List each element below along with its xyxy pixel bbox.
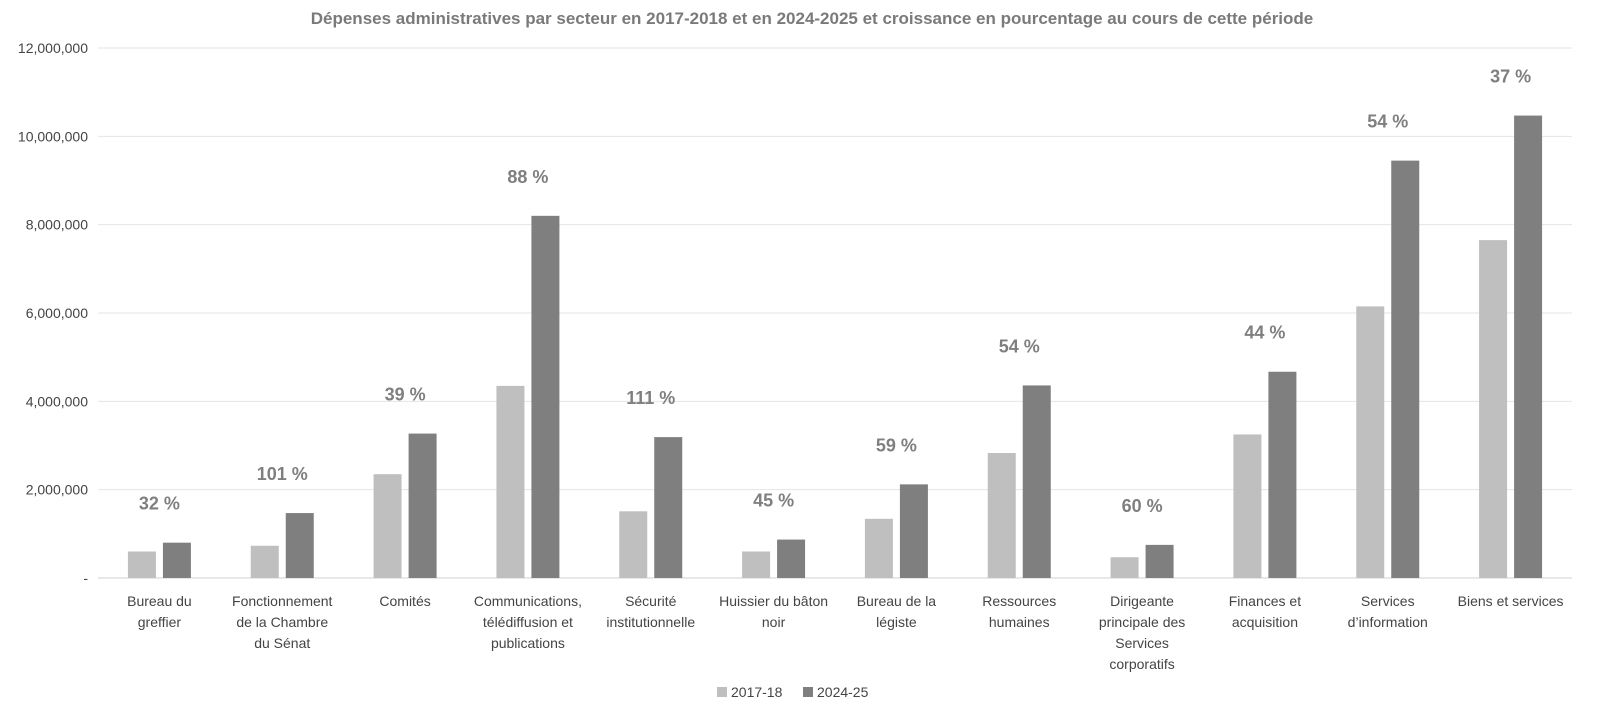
category-label-line: corporatifs <box>1109 656 1174 672</box>
bar-2024-25 <box>1022 385 1051 578</box>
bar-2024-25 <box>285 513 314 578</box>
category-label-line: Services <box>1115 635 1169 651</box>
bar-2017-18 <box>250 545 279 578</box>
bar-2017-18 <box>1356 306 1385 578</box>
legend-swatch-2017-18 <box>717 687 727 697</box>
growth-label: 45 % <box>753 491 794 511</box>
category-label-line: publications <box>491 635 565 651</box>
y-tick-label: 4,000,000 <box>26 393 88 409</box>
chart-title: Dépenses administratives par secteur en … <box>311 9 1314 28</box>
growth-label: 101 % <box>257 464 308 484</box>
bar-2024-25 <box>531 215 560 579</box>
growth-label: 59 % <box>876 435 917 455</box>
category-label-line: Bureau du <box>127 593 192 609</box>
category-label-line: légiste <box>876 614 917 630</box>
growth-label: 54 % <box>1367 112 1408 132</box>
growth-label: 37 % <box>1490 67 1531 87</box>
bar-2024-25 <box>162 542 191 578</box>
bar-2024-25 <box>654 437 683 578</box>
bar-2017-18 <box>127 551 156 578</box>
category-label: Fonctionnement de la Chambre du Sénat <box>232 593 333 651</box>
y-tick-label: 8,000,000 <box>26 217 88 233</box>
bar-2024-25 <box>1391 160 1420 578</box>
bar-2024-25 <box>408 433 437 578</box>
y-tick-label: 12,000,000 <box>18 40 88 56</box>
category-label-line: noir <box>762 614 786 630</box>
bar-2017-18 <box>496 385 525 578</box>
category-label: Services d’information <box>1348 593 1428 630</box>
legend-label: 2024-25 <box>817 684 869 700</box>
y-axis: - 2,000,000 4,000,000 6,000,000 8,000,000 10,… <box>18 40 88 586</box>
bar-2024-25 <box>1145 544 1174 578</box>
growth-label: 32 % <box>139 494 180 514</box>
category-label-line: principale des <box>1099 614 1185 630</box>
category-label-line: Fonctionnement <box>232 593 333 609</box>
category-label: Ressources humaines <box>982 593 1056 630</box>
bar-2017-18 <box>1233 434 1262 578</box>
category-label-line: institutionnelle <box>606 614 695 630</box>
category-label: Finances et acquisition <box>1229 593 1301 630</box>
bar-2024-25 <box>1514 115 1543 578</box>
category-label-line: d’information <box>1348 614 1428 630</box>
legend-swatch-2024-25 <box>803 687 813 697</box>
category-label-line: Comités <box>379 593 430 609</box>
category-label: Huissier du bâton noir <box>719 593 828 630</box>
growth-label: 88 % <box>507 167 548 187</box>
category-label-line: Services <box>1361 593 1415 609</box>
y-tick-label: 10,000,000 <box>18 128 88 144</box>
category-label: Comités <box>379 593 430 609</box>
growth-labels: 32 % 101 % 39 % 88 % 111 % 45 % 59 % 54 % 60 % 44… <box>139 67 1531 516</box>
gridlines <box>98 47 1572 579</box>
bar-2017-18 <box>619 511 648 578</box>
bar-2017-18 <box>864 518 893 578</box>
category-label: Bureau du greffier <box>127 593 192 630</box>
bar-2017-18 <box>1479 240 1508 578</box>
growth-label: 39 % <box>385 385 426 405</box>
legend-label: 2017-18 <box>731 684 783 700</box>
category-label: Sécurité institutionnelle <box>606 593 695 630</box>
bar-2024-25 <box>1268 371 1297 578</box>
category-label-line: du Sénat <box>254 635 310 651</box>
category-label: Communications, télédiffusion et publicati… <box>474 593 582 651</box>
category-label-line: Dirigeante <box>1110 593 1174 609</box>
growth-label: 44 % <box>1244 323 1285 343</box>
growth-label: 60 % <box>1122 496 1163 516</box>
category-label-line: de la Chambre <box>236 614 328 630</box>
category-label: Biens et services <box>1458 593 1564 609</box>
category-label-line: Huissier du bâton <box>719 593 828 609</box>
bar-2017-18 <box>742 551 771 578</box>
bars <box>127 115 1543 579</box>
growth-label: 54 % <box>999 336 1040 356</box>
y-tick-label: 6,000,000 <box>26 305 88 321</box>
category-label: Dirigeante principale des Services corporat… <box>1099 593 1185 672</box>
category-label-line: Bureau de la <box>857 593 937 609</box>
y-tick-label: 2,000,000 <box>26 482 88 498</box>
category-label: Bureau de la légiste <box>857 593 937 630</box>
category-label-line: Finances et <box>1229 593 1301 609</box>
category-label-line: acquisition <box>1232 614 1298 630</box>
category-label-line: greffier <box>138 614 182 630</box>
bar-2024-25 <box>777 539 806 578</box>
bar-2017-18 <box>1110 557 1139 578</box>
bar-2017-18 <box>373 474 402 578</box>
legend: 2017-18 2024-25 <box>717 684 869 700</box>
category-label-line: Biens et services <box>1458 593 1564 609</box>
category-label-line: Sécurité <box>625 593 677 609</box>
bar-2017-18 <box>987 453 1016 578</box>
category-label-line: télédiffusion et <box>483 614 573 630</box>
bar-2024-25 <box>899 484 928 578</box>
x-axis: Bureau du greffier Fonctionnement de la Cha… <box>127 593 1563 672</box>
y-tick-label: - <box>83 570 88 586</box>
category-label-line: Communications, <box>474 593 582 609</box>
growth-label: 111 % <box>626 388 675 408</box>
category-label-line: humaines <box>989 614 1050 630</box>
category-label-line: Ressources <box>982 593 1056 609</box>
